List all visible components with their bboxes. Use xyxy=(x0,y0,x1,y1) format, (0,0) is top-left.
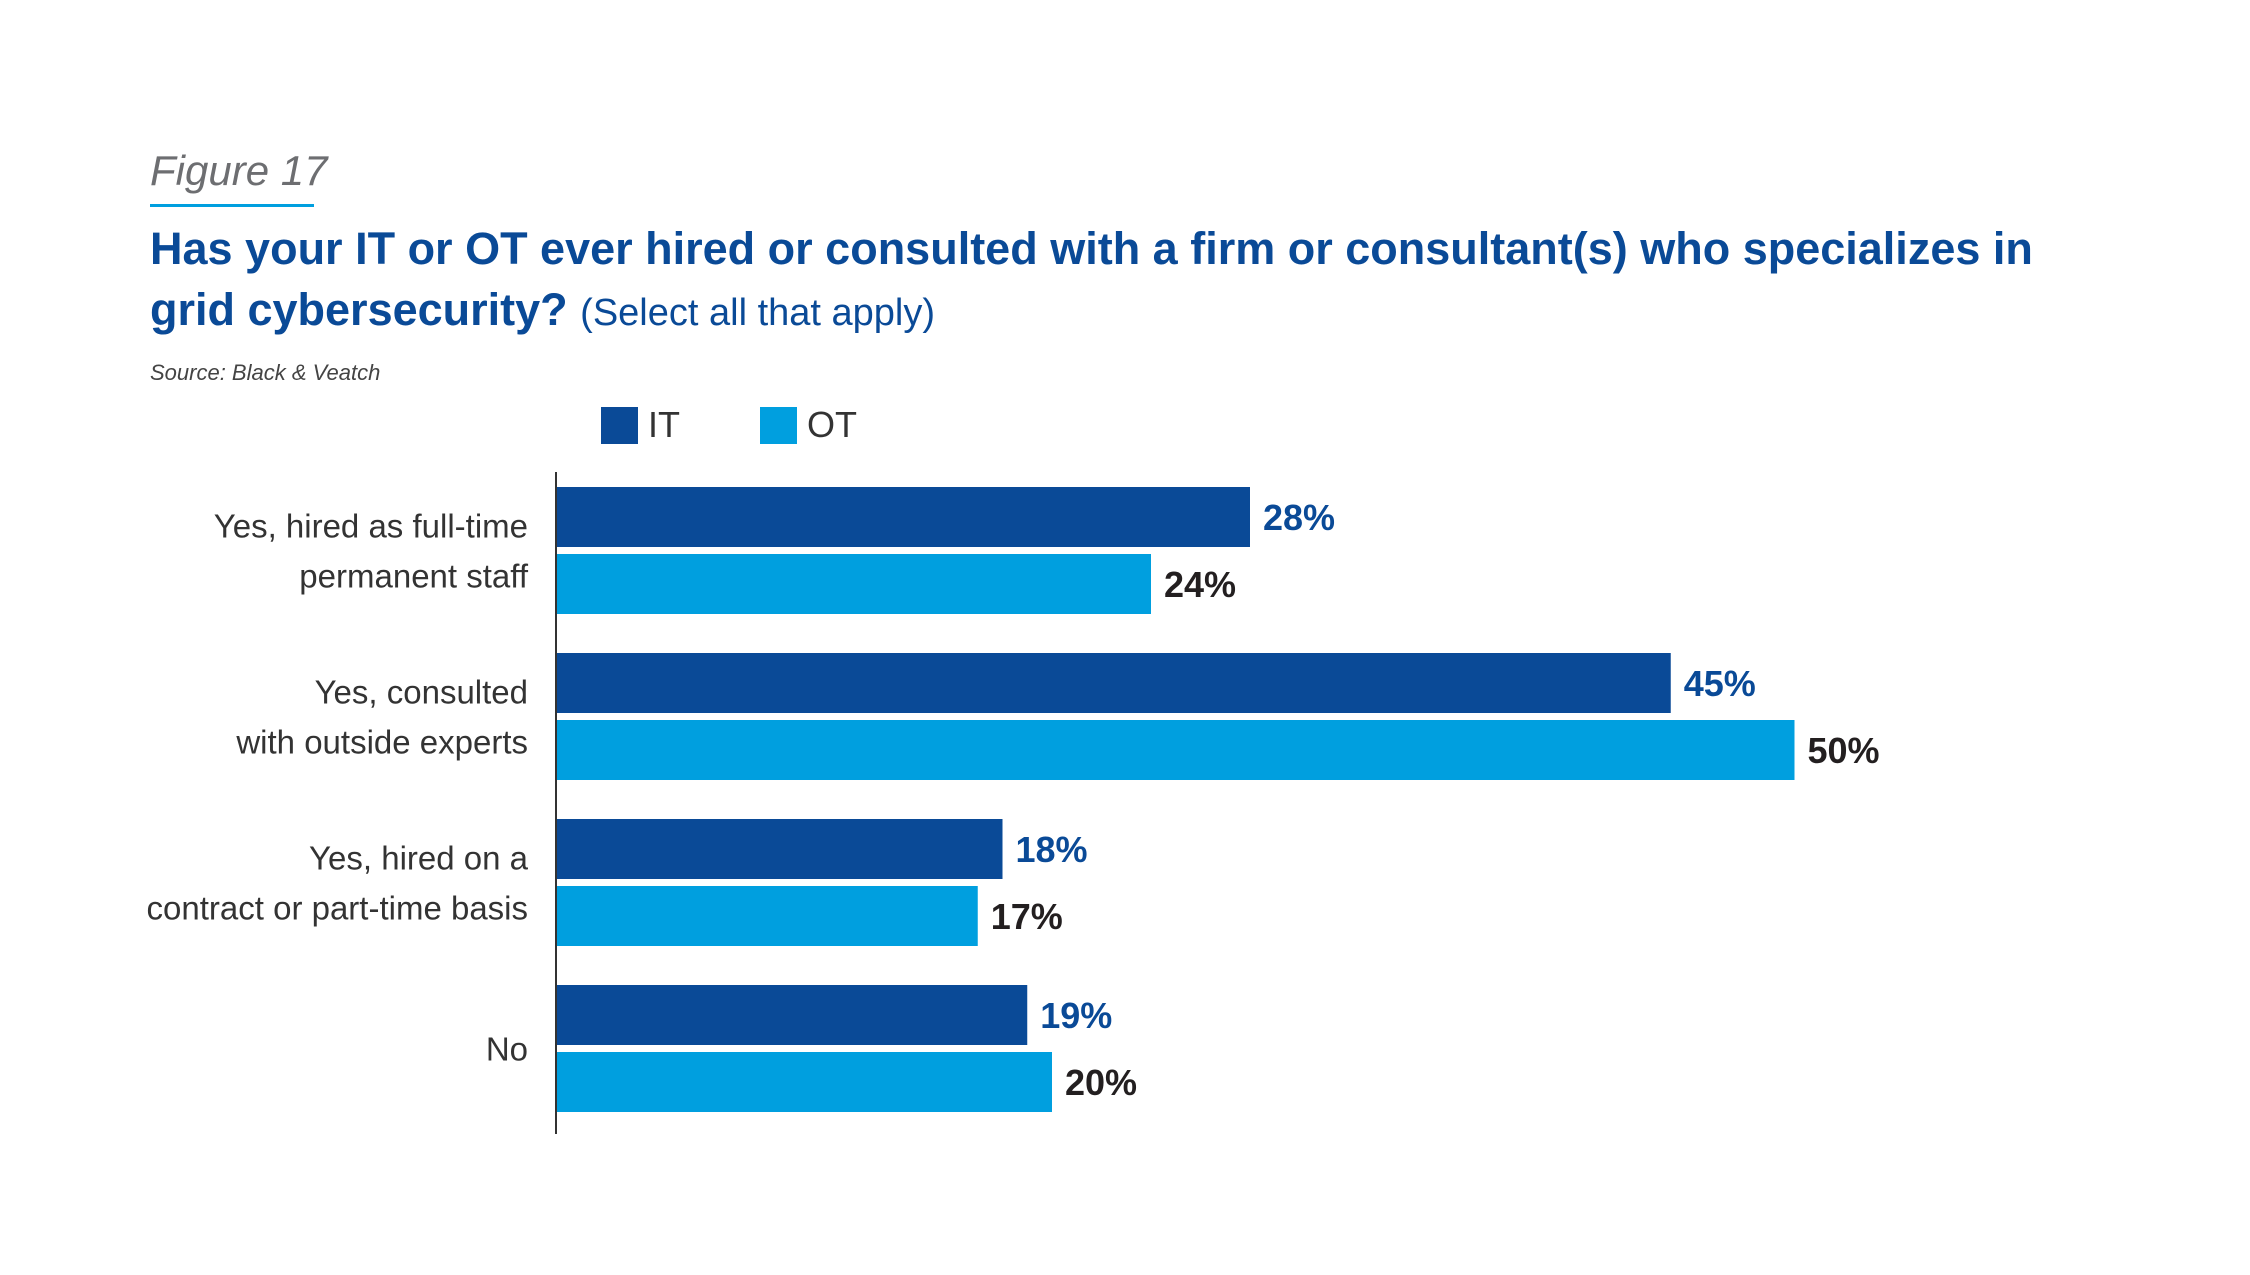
bar-it-3 xyxy=(557,819,1003,879)
figure-underline xyxy=(150,204,314,207)
category-label-line: Yes, hired on a xyxy=(309,840,529,877)
value-label-it-4: 19% xyxy=(1040,995,1112,1036)
figure-label: Figure 17 xyxy=(150,147,328,194)
legend-item-ot: OT xyxy=(760,404,857,446)
chart-legend: IT OT xyxy=(601,404,937,446)
category-label-1: Yes, hired as full-time permanent staff xyxy=(214,508,529,595)
bar-it-4 xyxy=(557,985,1028,1045)
bar-group xyxy=(557,487,1795,1112)
category-label-line: permanent staff xyxy=(299,558,529,595)
chart-title: Has your IT or OT ever hired or consulte… xyxy=(150,218,2130,344)
value-label-it-1: 28% xyxy=(1263,497,1335,538)
legend-label-ot: OT xyxy=(807,404,857,445)
category-label-line: No xyxy=(486,1031,528,1068)
chart-subtitle: (Select all that apply) xyxy=(580,292,936,334)
label-group: Yes, hired as full-time permanent staff 28… xyxy=(147,497,1880,1103)
source-note: Source: Black & Veatch xyxy=(150,360,381,385)
category-label-2: Yes, consulted with outside experts xyxy=(235,674,528,761)
value-label-ot-1: 24% xyxy=(1164,564,1236,605)
value-label-ot-2: 50% xyxy=(1808,730,1880,771)
category-label-line: contract or part-time basis xyxy=(147,890,528,927)
value-label-it-2: 45% xyxy=(1684,663,1756,704)
chart-title-text: Has your IT or OT ever hired or consulte… xyxy=(150,223,2033,335)
bar-it-1 xyxy=(557,487,1250,547)
category-label-3: Yes, hired on a contract or part-time bas… xyxy=(147,840,529,927)
bar-ot-2 xyxy=(557,720,1795,780)
value-label-ot-4: 20% xyxy=(1065,1062,1137,1103)
value-label-it-3: 18% xyxy=(1016,829,1088,870)
bar-ot-4 xyxy=(557,1052,1052,1112)
category-label-line: Yes, consulted xyxy=(315,674,528,711)
legend-item-it: IT xyxy=(601,404,680,446)
legend-swatch-it xyxy=(601,406,638,444)
bar-it-2 xyxy=(557,653,1671,713)
bar-ot-1 xyxy=(557,554,1151,614)
value-label-ot-3: 17% xyxy=(991,896,1063,937)
legend-swatch-ot xyxy=(760,406,797,444)
category-label-4: No xyxy=(486,1031,528,1068)
legend-label-it: IT xyxy=(648,404,680,445)
category-label-line: with outside experts xyxy=(235,724,528,761)
category-label-line: Yes, hired as full-time xyxy=(214,508,528,545)
bar-ot-3 xyxy=(557,886,978,946)
